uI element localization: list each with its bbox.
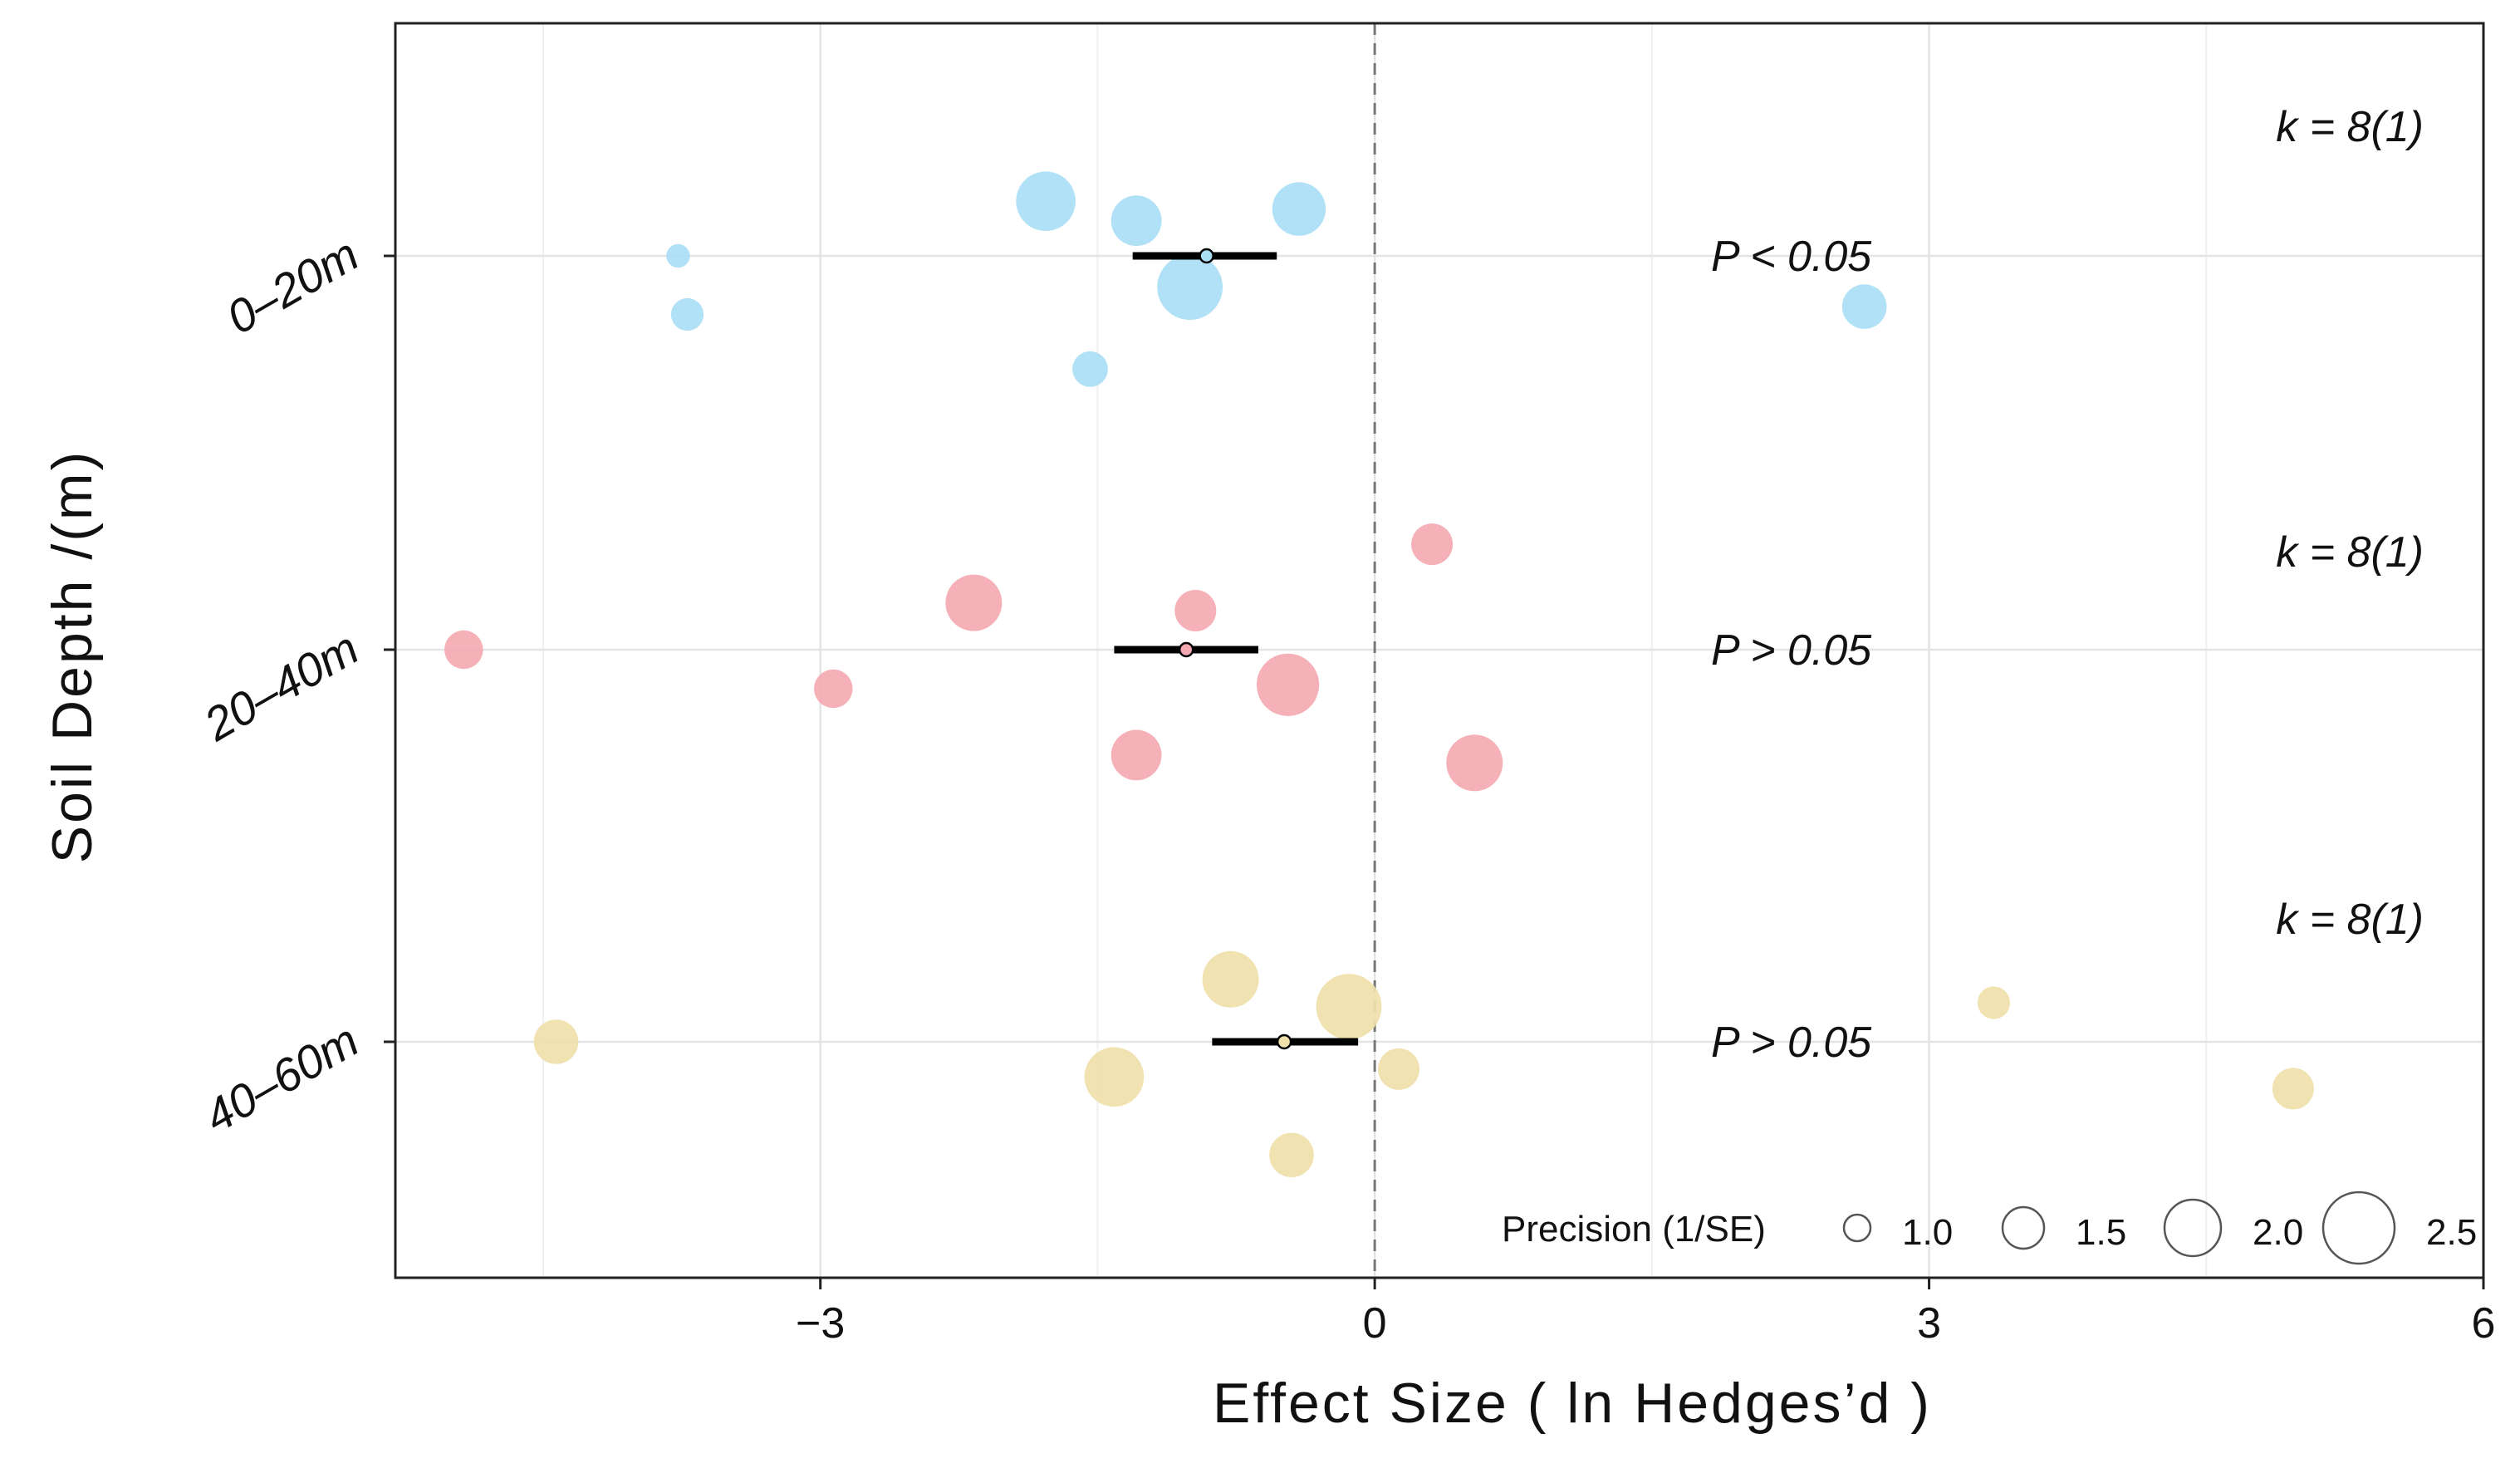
- legend-key-circle: [2001, 1205, 2046, 1250]
- data-point-2-3: [1174, 590, 1217, 631]
- p-value-label-3: P > 0.05: [1711, 1019, 1872, 1067]
- data-point-1-1: [1016, 171, 1076, 231]
- legend-key-label: 1.5: [2076, 1212, 2126, 1253]
- data-point-3-1: [1202, 950, 1259, 1008]
- data-point-3-5: [1084, 1047, 1145, 1107]
- effect-size-points: [444, 171, 2314, 1178]
- data-point-1-4: [666, 243, 690, 268]
- data-point-3-8: [1269, 1132, 1314, 1178]
- x-tick-label: 0: [1363, 1299, 1387, 1348]
- data-point-2-1: [1411, 523, 1454, 566]
- p-value-label-2: P > 0.05: [1711, 626, 1872, 675]
- legend-key-label: 1.0: [1902, 1212, 1953, 1253]
- legend-key-circle: [2163, 1198, 2223, 1258]
- data-point-1-5: [1157, 254, 1223, 320]
- data-point-2-7: [1110, 729, 1162, 781]
- data-point-1-6: [670, 297, 704, 331]
- data-point-1-7: [1841, 284, 1887, 329]
- estimate-point-2: [1178, 641, 1194, 658]
- data-point-3-2: [1316, 974, 1382, 1040]
- legend-key-circle: [2321, 1191, 2396, 1265]
- y-axis-title: Soil Depth /(m): [41, 449, 104, 863]
- data-point-2-6: [1256, 653, 1320, 716]
- confidence-intervals: [1114, 248, 1359, 1050]
- k-count-label-2: k = 8(1): [2276, 528, 2424, 577]
- data-point-1-3: [1272, 182, 1326, 236]
- x-tick-label: 3: [1917, 1299, 1941, 1348]
- legend-key-label: 2.0: [2253, 1212, 2303, 1253]
- x-tick-label: −3: [796, 1299, 845, 1348]
- p-value-label-1: P < 0.05: [1711, 233, 1872, 281]
- data-point-2-5: [814, 669, 853, 709]
- k-count-label-3: k = 8(1): [2276, 896, 2424, 944]
- data-point-1-8: [1072, 351, 1108, 387]
- data-point-2-4: [444, 630, 483, 670]
- k-count-label-1: k = 8(1): [2276, 103, 2424, 151]
- data-point-2-2: [945, 574, 1003, 631]
- data-point-2-8: [1446, 734, 1503, 792]
- x-axis-title: Effect Size ( ln Hedges’d ): [1213, 1372, 1932, 1435]
- annotations: P < 0.05 k = 8(1) P > 0.05 k = 8(1) P > 0.05…: [1711, 103, 2424, 1067]
- estimate-point-3: [1276, 1033, 1292, 1050]
- data-point-3-4: [533, 1019, 579, 1064]
- data-point-1-2: [1110, 195, 1162, 247]
- legend-key-label: 2.5: [2426, 1212, 2477, 1253]
- data-point-3-7: [2272, 1068, 2314, 1110]
- x-tick-label: 6: [2472, 1299, 2496, 1348]
- estimate-point-1: [1199, 248, 1214, 264]
- data-point-3-6: [1378, 1048, 1420, 1090]
- legend-title: Precision (1/SE): [1502, 1209, 1766, 1250]
- precision-legend: Precision (1/SE) 1.0 1.5 2.0 2.5: [1502, 1191, 2477, 1265]
- data-point-3-3: [1977, 986, 2011, 1019]
- legend-key-circle: [1842, 1213, 1872, 1243]
